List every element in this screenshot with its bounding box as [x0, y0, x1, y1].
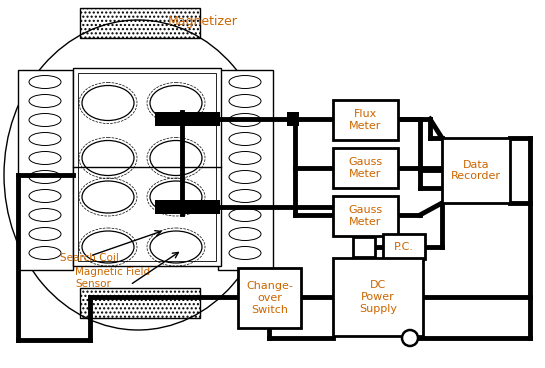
Bar	[155, 200, 220, 214]
Text: Gauss
Meter: Gauss Meter	[348, 205, 383, 227]
Text: P.C.: P.C.	[394, 241, 414, 251]
Bar	[383, 234, 425, 259]
Ellipse shape	[4, 20, 272, 330]
Bar	[218, 70, 273, 270]
Bar	[73, 68, 221, 266]
Text: Change-
over
Switch: Change- over Switch	[246, 282, 293, 315]
Bar	[238, 268, 301, 328]
Bar	[155, 112, 220, 126]
Text: Magnetizer: Magnetizer	[168, 15, 238, 28]
Bar	[18, 70, 73, 270]
Text: Data
Recorder: Data Recorder	[451, 160, 501, 181]
Bar	[80, 288, 200, 318]
Bar	[78, 73, 216, 261]
Bar	[80, 8, 200, 38]
Bar	[333, 100, 398, 140]
Text: DC
Power
Supply: DC Power Supply	[359, 280, 397, 314]
Bar	[333, 148, 398, 188]
Text: Search Coil: Search Coil	[60, 253, 119, 263]
Bar	[442, 138, 510, 203]
Bar	[287, 112, 299, 126]
Text: Gauss
Meter: Gauss Meter	[348, 157, 383, 179]
Circle shape	[402, 330, 418, 346]
Text: Magnetic Field
Sensor: Magnetic Field Sensor	[75, 267, 150, 289]
Text: Flux
Meter: Flux Meter	[349, 109, 382, 131]
Bar	[333, 196, 398, 236]
Bar	[353, 237, 375, 257]
Bar	[333, 258, 423, 336]
